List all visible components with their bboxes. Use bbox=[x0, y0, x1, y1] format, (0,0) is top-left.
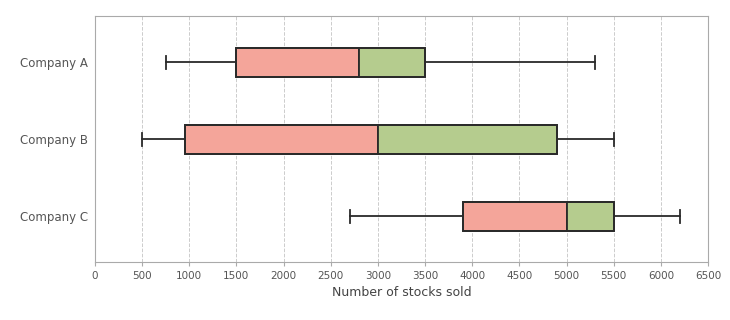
Bar bbox=[378, 124, 557, 154]
Bar bbox=[185, 124, 557, 154]
Bar bbox=[463, 202, 566, 231]
Bar bbox=[359, 48, 425, 77]
Bar bbox=[463, 202, 614, 231]
X-axis label: Number of stocks sold: Number of stocks sold bbox=[331, 286, 472, 299]
Bar bbox=[566, 202, 614, 231]
Bar bbox=[185, 124, 378, 154]
Bar bbox=[237, 48, 359, 77]
Bar bbox=[237, 48, 425, 77]
